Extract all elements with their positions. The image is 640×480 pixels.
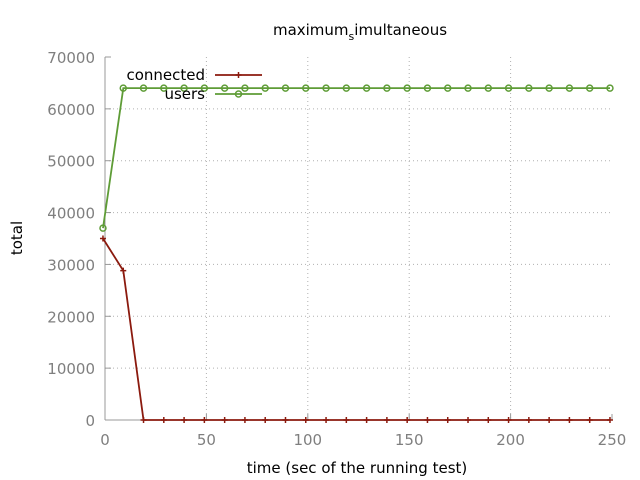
data-point-connected [546,417,553,423]
data-point-connected [444,417,451,423]
legend-item-users: users [164,85,262,103]
data-point-connected [525,417,532,423]
data-point-connected [201,417,208,423]
y-tick-label: 70000 [47,49,95,67]
data-point-users [322,84,330,92]
data-point-connected [241,417,248,423]
y-axis-label: total [8,221,26,255]
chart-title-subscript: s [349,30,355,43]
data-point-users [362,84,371,92]
chart-title: maximumsimultaneous [273,21,447,43]
chart-title-main: maximum [273,21,349,39]
legend-label: connected [126,66,205,84]
data-point-connected [140,417,147,423]
grid [105,57,612,420]
data-point-connected [424,417,431,423]
data-point-users [99,224,107,232]
data-point-users [342,84,351,92]
x-tick-label: 0 [100,431,110,449]
data-point-users [403,84,411,92]
data-point-users [606,84,614,92]
y-tick-label: 50000 [47,153,95,171]
x-tick-label: 200 [496,431,525,449]
data-point-users [200,84,209,92]
data-point-connected [181,417,188,423]
data-point-users [261,84,269,92]
data-point-users [565,84,574,92]
data-point-users [423,84,432,92]
x-tick-label: 100 [293,431,322,449]
x-axis-label: time (sec of the running test) [247,459,468,477]
data-point-connected [485,417,492,423]
data-point-users [139,84,148,92]
data-point-users [160,84,168,92]
y-tick-label: 10000 [47,360,95,378]
legend-marker [235,72,242,78]
data-point-connected [505,417,512,423]
y-tick-label: 40000 [47,205,95,223]
y-tick-label: 60000 [47,101,95,119]
series-connected [99,235,613,423]
data-point-connected [160,417,167,423]
data-point-connected [120,267,127,274]
data-point-connected [221,417,228,423]
data-point-users [220,84,229,92]
legend-label: users [164,85,205,103]
data-point-connected [363,417,370,423]
x-tick-label: 50 [197,431,216,449]
data-point-connected [566,417,573,423]
x-tick-label: 150 [395,431,424,449]
data-point-connected [606,417,613,423]
y-tick-label: 0 [85,412,95,430]
data-point-users [585,84,594,92]
axes [104,56,613,421]
data-point-users [180,84,188,92]
data-point-connected [404,417,411,423]
legend-marker [234,90,243,98]
data-point-users [383,84,391,92]
data-point-users [443,84,452,92]
data-point-connected [323,417,330,423]
data-point-users [545,84,553,92]
data-point-connected [302,417,309,423]
data-point-connected [99,235,106,242]
data-point-users [119,84,128,92]
data-point-users [525,84,533,92]
tick-labels: 0 50 100 150 200 250 0 10000 20000 30000 40000 5000… [47,49,626,449]
data-point-connected [586,417,593,423]
x-tick-label: 250 [598,431,627,449]
data-point-users [241,84,249,92]
data-point-connected [383,417,390,423]
data-point-connected [262,417,269,423]
data-point-users [464,84,472,92]
data-point-users [484,84,493,92]
y-tick-label: 30000 [47,256,95,274]
data-point-users [281,84,290,92]
data-point-connected [465,417,472,423]
legend-item-connected: connected [126,66,262,84]
data-point-users [302,84,310,92]
series [99,84,614,423]
series-users [99,84,614,232]
data-point-connected [343,417,350,423]
series-line-connected [102,238,610,421]
data-point-connected [282,417,289,423]
chart-title-rest: imultaneous [354,21,447,39]
y-tick-label: 20000 [47,308,95,326]
data-point-users [504,84,513,92]
